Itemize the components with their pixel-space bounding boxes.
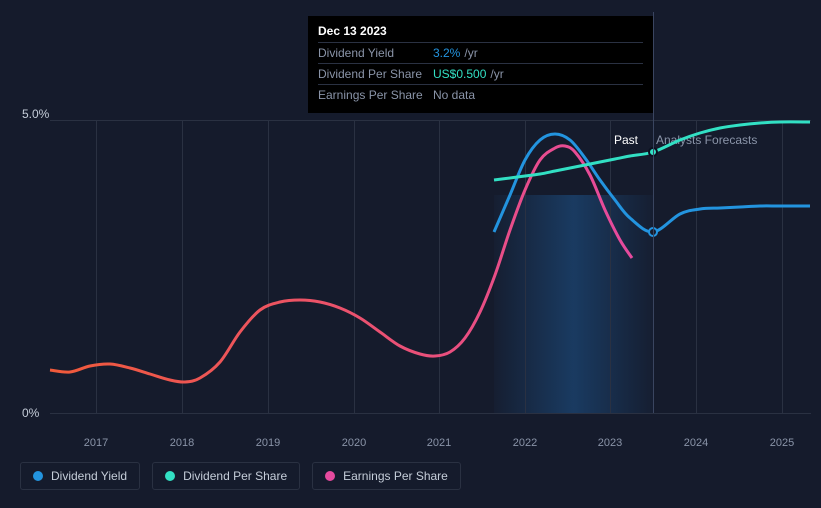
- tooltip-row: Earnings Per ShareNo data: [318, 84, 643, 105]
- tooltip-value: US$0.500: [433, 67, 486, 81]
- tooltip-value: 3.2%: [433, 46, 460, 60]
- tooltip-row: Dividend Per ShareUS$0.500/yr: [318, 63, 643, 84]
- tooltip-label: Earnings Per Share: [318, 88, 433, 102]
- tooltip-value: No data: [433, 88, 475, 102]
- tooltip-suffix: /yr: [464, 46, 477, 60]
- tooltip-suffix: /yr: [490, 67, 503, 81]
- tooltip: Dec 13 2023 Dividend Yield3.2%/yrDividen…: [308, 16, 653, 113]
- tooltip-marker-line: [653, 12, 654, 413]
- tooltip-row: Dividend Yield3.2% /yr: [318, 42, 643, 63]
- tooltip-label: Dividend Yield: [318, 46, 433, 60]
- tooltip-label: Dividend Per Share: [318, 67, 433, 81]
- chart-container: 5.0%0% 201720182019202020212022202320242…: [0, 0, 821, 508]
- tooltip-date: Dec 13 2023: [318, 24, 643, 38]
- series-earnings-per-share: [50, 146, 632, 382]
